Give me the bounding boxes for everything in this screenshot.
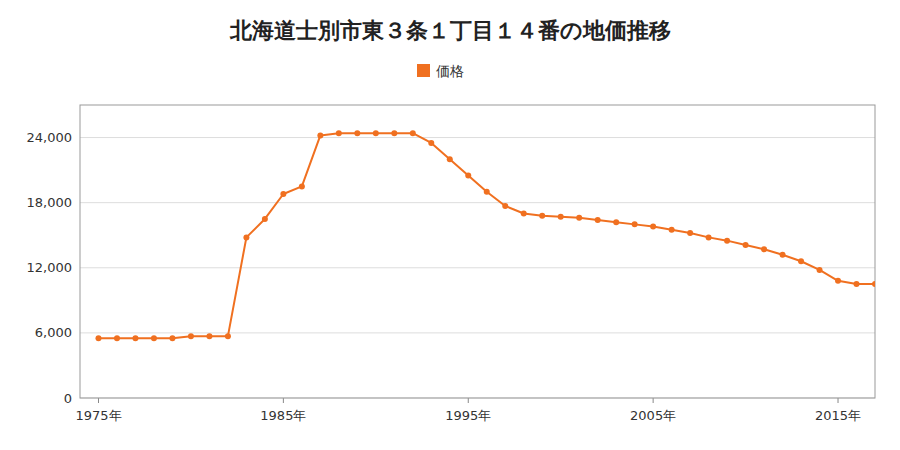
y-tick-label: 24,000 (27, 130, 73, 145)
point (724, 238, 730, 244)
point (114, 335, 120, 341)
point (521, 211, 527, 217)
point (798, 258, 804, 264)
x-tick-label: 2005年 (630, 408, 676, 423)
point (280, 191, 286, 197)
point (428, 140, 434, 146)
point (391, 130, 397, 136)
point (447, 156, 453, 162)
point (669, 227, 675, 233)
point (576, 215, 582, 221)
point (206, 333, 212, 339)
point (225, 333, 231, 339)
grid-line (80, 267, 875, 268)
point (558, 214, 564, 220)
point (761, 246, 767, 252)
point (872, 281, 875, 287)
point (132, 335, 138, 341)
point (484, 189, 490, 195)
point (632, 221, 638, 227)
x-tick (653, 398, 654, 403)
grid-line (80, 202, 875, 203)
point (854, 281, 860, 287)
point (743, 242, 749, 248)
x-tick (468, 398, 469, 403)
point (835, 278, 841, 284)
point (687, 230, 693, 236)
point (410, 130, 416, 136)
point (243, 234, 249, 240)
point (613, 219, 619, 225)
legend: 価格 (417, 63, 464, 79)
point (188, 333, 194, 339)
plot-area (95, 130, 875, 341)
grid-line (80, 332, 875, 333)
point (650, 224, 656, 230)
point (262, 216, 268, 222)
plot-frame (80, 105, 875, 398)
point (151, 335, 157, 341)
point (595, 217, 601, 223)
chart: 北海道士別市東３条１丁目１４番の地価推移価格 0 6,000 12,000 18,000… (0, 0, 900, 450)
point (817, 267, 823, 273)
grid-line (80, 137, 875, 138)
point (502, 203, 508, 209)
legend-swatch (417, 64, 430, 77)
point (706, 234, 712, 240)
x-tick-label: 1975年 (75, 408, 121, 423)
point (780, 252, 786, 258)
x-tick-label: 1995年 (445, 408, 491, 423)
point (95, 335, 101, 341)
point (373, 130, 379, 136)
axes: 0 6,000 12,000 18,000 24,000 1975年 1985年 1995年 2… (27, 105, 876, 423)
point (465, 173, 471, 179)
x-tick (283, 398, 284, 403)
y-tick-label: 0 (64, 391, 72, 406)
x-tick-label: 2015年 (815, 408, 861, 423)
y-tick-label: 18,000 (27, 195, 73, 210)
point (336, 130, 342, 136)
point (539, 213, 545, 219)
legend-label: 価格 (436, 63, 464, 79)
point (299, 183, 305, 189)
point (354, 130, 360, 136)
x-tick-label: 1985年 (260, 408, 306, 423)
point (169, 335, 175, 341)
x-tick (838, 398, 839, 403)
point (317, 132, 323, 138)
y-tick-label: 6,000 (35, 325, 72, 340)
line (98, 133, 875, 338)
x-tick (98, 398, 99, 403)
y-tick-label: 12,000 (27, 260, 73, 275)
title: 北海道士別市東３条１丁目１４番の地価推移 (229, 18, 671, 43)
